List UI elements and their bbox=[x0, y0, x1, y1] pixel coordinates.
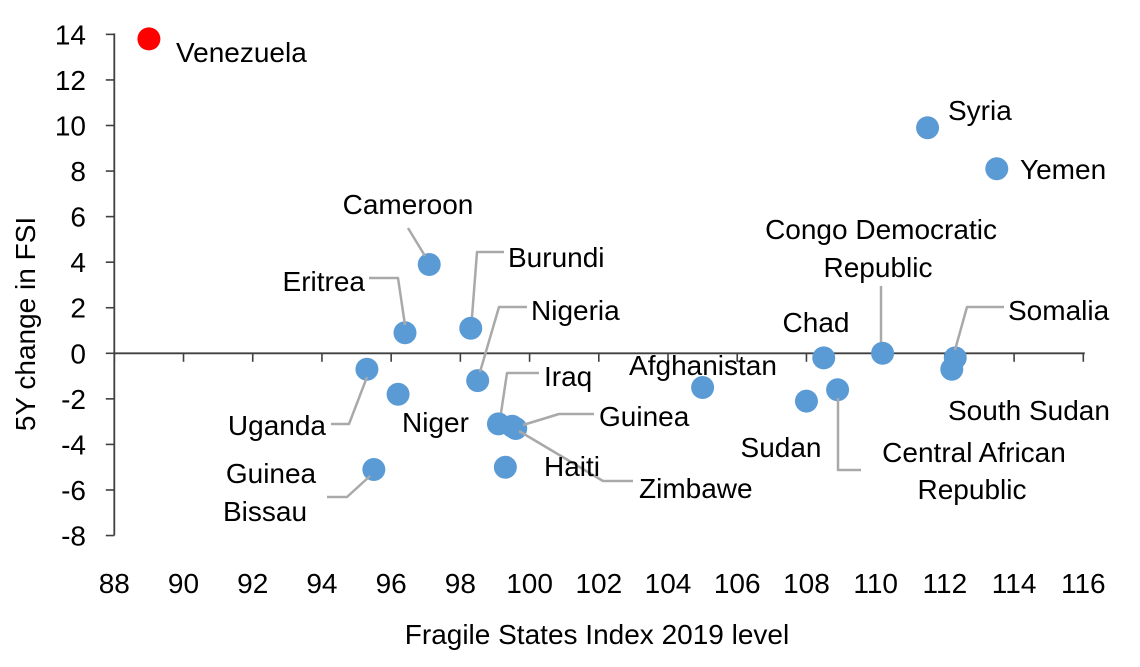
y-tick-label: 8 bbox=[70, 156, 86, 187]
leader-somalia bbox=[953, 305, 1004, 351]
point-uganda bbox=[355, 357, 379, 381]
y-tick-label: 4 bbox=[70, 247, 86, 278]
point-chad bbox=[812, 346, 836, 370]
x-tick-label: 108 bbox=[783, 568, 830, 599]
label-congo-democratic-republic: Congo Democratic bbox=[765, 214, 997, 245]
label-somalia: Somalia bbox=[1008, 295, 1110, 326]
label-chad: Chad bbox=[783, 307, 850, 338]
x-tick-label: 92 bbox=[237, 568, 268, 599]
label-yemen: Yemen bbox=[1020, 154, 1106, 185]
y-tick-label: -2 bbox=[61, 384, 86, 415]
point-congo-democratic-republic bbox=[871, 341, 895, 365]
leader-burundi bbox=[470, 250, 504, 318]
label-niger: Niger bbox=[402, 407, 469, 438]
point-central-african-republic bbox=[826, 378, 850, 402]
label-zimbawe: Zimbawe bbox=[639, 473, 753, 504]
x-tick-label: 94 bbox=[306, 568, 337, 599]
label-burundi: Burundi bbox=[508, 242, 605, 273]
x-tick-label: 88 bbox=[99, 568, 130, 599]
x-tick-label: 114 bbox=[992, 568, 1037, 599]
leader-nigeria bbox=[478, 305, 527, 373]
data-point-labels: Venezuela Syria Yemen Cameroon Burundi Eritre… bbox=[176, 37, 1110, 527]
y-tick-label: 10 bbox=[55, 111, 86, 142]
x-tick-label: 112 bbox=[923, 568, 968, 599]
point-south-sudan bbox=[940, 357, 964, 381]
label-nigeria: Nigeria bbox=[531, 295, 620, 326]
point-eritrea bbox=[393, 321, 417, 345]
y-tick-label: 2 bbox=[70, 293, 86, 324]
x-tick-label: 90 bbox=[168, 568, 199, 599]
point-syria bbox=[916, 116, 940, 140]
x-tick-label: 116 bbox=[1061, 568, 1106, 599]
point-niger bbox=[386, 382, 410, 406]
x-tick-label: 98 bbox=[445, 568, 476, 599]
x-tick-label: 110 bbox=[853, 568, 898, 599]
point-nigeria bbox=[466, 369, 490, 393]
label-haiti: Haiti bbox=[544, 451, 600, 482]
y-tick-label: -8 bbox=[61, 521, 86, 552]
label-guinea-bissau: Guinea bbox=[226, 458, 317, 489]
leader-guinea bbox=[522, 412, 594, 427]
leader-iraq bbox=[499, 371, 539, 414]
point-guinea bbox=[504, 416, 528, 440]
point-burundi bbox=[459, 316, 483, 340]
y-tick-label: 14 bbox=[55, 19, 86, 50]
label-congo-democratic-republic: Republic bbox=[824, 252, 933, 283]
y-tick-label: -4 bbox=[61, 429, 86, 460]
x-tick-label: 104 bbox=[645, 568, 692, 599]
label-iraq: Iraq bbox=[544, 361, 592, 392]
label-guinea: Guinea bbox=[599, 401, 690, 432]
label-uganda: Uganda bbox=[228, 410, 327, 441]
label-eritrea: Eritrea bbox=[283, 266, 366, 297]
y-tick-label: 6 bbox=[70, 202, 86, 233]
y-tick-label: -6 bbox=[61, 475, 86, 506]
y-tick-label: 12 bbox=[55, 65, 86, 96]
point-cameroon bbox=[417, 252, 441, 276]
data-points bbox=[137, 27, 1009, 481]
x-tick-label: 102 bbox=[575, 568, 622, 599]
tick-labels: 88 90 92 94 96 98 100 102 104 106 108 110 112 114 116-… bbox=[55, 19, 1106, 599]
leader-eritrea bbox=[369, 276, 407, 326]
y-axis-title: 5Y change in FSI bbox=[10, 217, 41, 431]
leader-cameroon bbox=[406, 227, 427, 257]
label-sudan: Sudan bbox=[741, 432, 822, 463]
label-central-african-republic: Central African bbox=[882, 437, 1066, 468]
x-tick-label: 106 bbox=[714, 568, 761, 599]
leader-central-african-republic bbox=[836, 398, 861, 472]
x-tick-label: 96 bbox=[376, 568, 407, 599]
label-guinea-bissau: Bissau bbox=[223, 496, 307, 527]
label-afghanistan: Afghanistan bbox=[629, 350, 777, 381]
y-tick-label: 0 bbox=[70, 338, 86, 369]
leader-guinea-bissau bbox=[327, 475, 371, 499]
x-axis-title: Fragile States Index 2019 level bbox=[405, 619, 789, 650]
point-venezuela bbox=[137, 27, 161, 51]
label-south-sudan: South Sudan bbox=[948, 395, 1110, 426]
point-afghanistan bbox=[691, 375, 715, 399]
label-leader-lines bbox=[327, 227, 1004, 499]
x-tick-label: 100 bbox=[506, 568, 553, 599]
label-venezuela: Venezuela bbox=[176, 37, 307, 68]
leader-zimbawe bbox=[518, 429, 633, 483]
point-guinea-bissau bbox=[362, 457, 386, 481]
label-cameroon: Cameroon bbox=[343, 189, 474, 220]
point-haiti bbox=[493, 455, 517, 479]
point-sudan bbox=[794, 389, 818, 413]
label-central-african-republic: Republic bbox=[918, 474, 1027, 505]
label-syria: Syria bbox=[948, 95, 1012, 126]
point-yemen bbox=[985, 157, 1009, 181]
leader-uganda bbox=[331, 376, 369, 426]
